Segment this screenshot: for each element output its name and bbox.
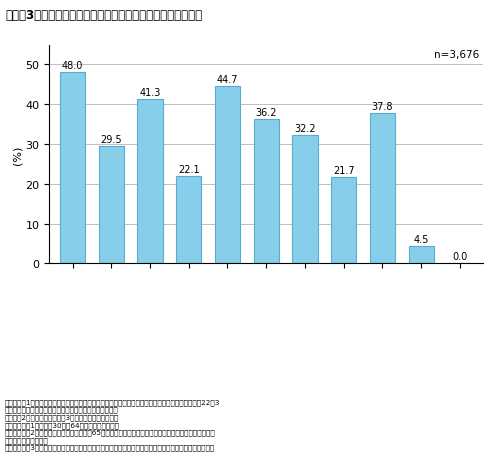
Text: n=3,676: n=3,676: [434, 50, 479, 60]
Y-axis label: (%): (%): [13, 145, 23, 164]
Text: 41.3: 41.3: [140, 88, 161, 98]
Text: 0.0: 0.0: [452, 252, 467, 262]
Text: 36.2: 36.2: [255, 108, 277, 118]
Text: 29.5: 29.5: [101, 135, 122, 145]
Text: （備考）　1．厚生労働省委託事業「仕事と介護の両立に関する実態把握のための調査研究」（平成22年3
　　　　　　月）（みずほ情報総研株式会社）より作成。
　　　: （備考） 1．厚生労働省委託事業「仕事と介護の両立に関する実態把握のための調査研…: [5, 398, 220, 450]
Bar: [292, 136, 317, 264]
Bar: [331, 178, 356, 264]
Text: 48.0: 48.0: [62, 61, 83, 71]
Bar: [253, 120, 279, 264]
Text: 22.1: 22.1: [178, 164, 200, 174]
Bar: [60, 73, 85, 264]
Bar: [99, 147, 124, 264]
Text: 4.5: 4.5: [414, 234, 429, 244]
Bar: [176, 176, 201, 264]
Text: 32.2: 32.2: [294, 124, 316, 134]
Bar: [370, 114, 395, 264]
Text: 44.7: 44.7: [217, 75, 238, 85]
Text: 【図表3　仕事と介護の両立に必要な地域や社会による支援】: 【図表3 仕事と介護の両立に必要な地域や社会による支援】: [5, 9, 202, 22]
Bar: [215, 86, 240, 264]
Text: 21.7: 21.7: [333, 166, 354, 176]
Text: 37.8: 37.8: [372, 102, 393, 112]
Bar: [138, 100, 163, 264]
Bar: [409, 246, 434, 264]
